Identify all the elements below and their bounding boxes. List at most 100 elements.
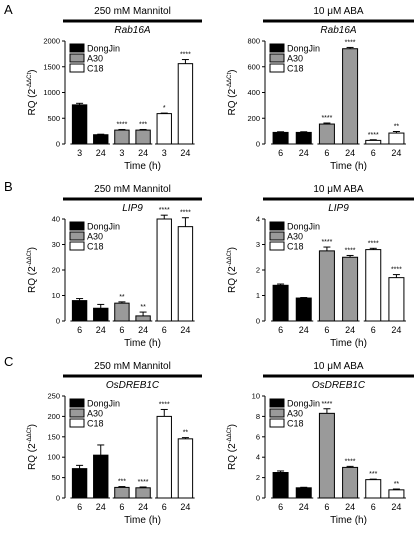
- legend-label-c18: C18: [87, 64, 104, 74]
- x-tick-label: 24: [138, 502, 148, 512]
- legend-swatch-c18: [269, 63, 285, 73]
- y-tick-label: 1: [256, 291, 260, 300]
- significance-label: **: [119, 294, 125, 301]
- gene-name: Rab16A: [320, 25, 356, 36]
- y-tick-label: 800: [247, 37, 260, 46]
- x-tick-label: 6: [278, 502, 283, 512]
- gene-name: OsDREB1C: [106, 380, 160, 391]
- bar-a30-24h: [135, 487, 151, 499]
- legend-swatch-c18: [269, 241, 285, 251]
- bar-dongjin-3h: [71, 104, 88, 145]
- panel-letter-a: A: [4, 2, 13, 17]
- bar-c18-24h: [388, 132, 405, 145]
- bar-dongjin-24h: [93, 134, 109, 145]
- legend-label-a30: A30: [287, 54, 303, 64]
- legend-label-c18: C18: [287, 419, 304, 429]
- significance-label: **: [183, 430, 189, 437]
- chart-b-aba: 10 μM ABA LIP9 0 1 2 3 4 RQ (2-ΔΔCt) 6 24 **** 6 ***…: [227, 184, 414, 349]
- bar-a30-24h: [342, 256, 359, 322]
- legend-swatch-c18: [69, 63, 85, 73]
- legend-label-c18: C18: [287, 64, 304, 74]
- bar-c18-6h: [365, 249, 382, 322]
- x-tick-label: 6: [119, 502, 124, 512]
- x-tick-label: 24: [96, 502, 106, 512]
- y-axis-title-close: ): [227, 424, 238, 427]
- x-tick-label: 24: [299, 148, 309, 158]
- significance-label: ****: [345, 458, 356, 465]
- y-tick-label: 40: [52, 215, 60, 224]
- x-tick-label: 6: [119, 325, 124, 335]
- y-tick-label: 0: [56, 317, 60, 326]
- x-tick-label: 6: [324, 325, 329, 335]
- y-axis-title-base: RQ (2: [227, 443, 238, 470]
- y-axis-title-superscript: -ΔΔCt: [227, 72, 233, 88]
- gene-name: LIP9: [122, 203, 143, 214]
- legend-label-dongjin: DongJin: [87, 222, 120, 232]
- y-tick-label: 0: [56, 140, 60, 149]
- x-axis-title: Time (h): [330, 515, 367, 526]
- y-axis-title-superscript: -ΔΔCt: [227, 427, 233, 443]
- y-tick-label: 2: [256, 266, 260, 275]
- x-tick-label: 24: [96, 148, 106, 158]
- chart-a-aba: 10 μM ABA Rab16A 0 200 400 600 800 RQ (2-ΔΔCt) 6…: [227, 6, 414, 172]
- y-tick-label: 50: [52, 473, 60, 482]
- legend-swatch-dongjin: [69, 221, 85, 231]
- bar-a30-6h: [114, 486, 130, 499]
- chart-b-mannitol: 250 mM Mannitol LIP9 0 10 20 30 40 RQ (2-ΔΔCt) 6…: [27, 184, 202, 349]
- y-axis-title: RQ (2-ΔΔCt): [27, 247, 38, 293]
- x-tick-label: 6: [371, 502, 376, 512]
- x-tick-label: 3: [77, 148, 82, 158]
- bar-dongjin-24h: [93, 307, 109, 322]
- x-tick-label: 3: [119, 148, 124, 158]
- legend-label-a30: A30: [87, 409, 103, 419]
- y-axis-title-close: ): [227, 69, 238, 72]
- y-tick-label: 200: [47, 412, 60, 421]
- legend-swatch-a30: [269, 231, 285, 241]
- x-tick-label: 6: [77, 502, 82, 512]
- x-tick-label: 24: [391, 502, 401, 512]
- x-tick-label: 24: [345, 502, 355, 512]
- y-axis-title-close: ): [27, 424, 38, 427]
- bar-a30-6h: [318, 412, 335, 499]
- y-axis-title-superscript: -ΔΔCt: [27, 250, 33, 266]
- y-axis-title: RQ (2-ΔΔCt): [227, 69, 238, 115]
- significance-label: ****: [368, 132, 379, 139]
- y-tick-label: 150: [47, 432, 60, 441]
- panel-letter-b: B: [4, 179, 13, 194]
- bar-a30-3h: [114, 129, 130, 145]
- bar-c18-24h: [177, 226, 194, 322]
- bar-c18-6h: [365, 139, 382, 145]
- y-axis-title-close: ): [27, 247, 38, 250]
- condition-title: 10 μM ABA: [313, 6, 364, 17]
- x-tick-label: 6: [371, 325, 376, 335]
- legend-swatch-c18: [69, 241, 85, 251]
- y-axis-title-superscript: -ΔΔCt: [227, 250, 233, 266]
- significance-label: **: [140, 304, 146, 311]
- bar-a30-24h: [135, 315, 151, 322]
- significance-label: **: [394, 481, 400, 488]
- bar-a30-6h: [318, 123, 335, 145]
- y-axis-title: RQ (2-ΔΔCt): [27, 424, 38, 470]
- bar-a30-24h: [342, 466, 359, 499]
- condition-title: 10 μM ABA: [313, 184, 364, 195]
- bar-dongjin-24h: [93, 454, 109, 499]
- significance-label: ****: [321, 239, 332, 246]
- y-tick-label: 600: [247, 62, 260, 71]
- x-tick-label: 6: [278, 325, 283, 335]
- x-tick-label: 24: [299, 325, 309, 335]
- significance-label: ***: [369, 471, 377, 478]
- gene-name: OsDREB1C: [312, 380, 366, 391]
- y-axis-title-superscript: -ΔΔCt: [27, 72, 33, 88]
- significance-label: ****: [116, 121, 127, 128]
- x-tick-label: 24: [391, 148, 401, 158]
- significance-label: ****: [321, 401, 332, 408]
- y-tick-label: 8: [256, 412, 260, 421]
- significance-label: ****: [345, 39, 356, 46]
- legend-label-dongjin: DongJin: [287, 399, 320, 409]
- y-axis-title: RQ (2-ΔΔCt): [27, 69, 38, 115]
- legend-label-dongjin: DongJin: [87, 399, 120, 409]
- significance-label: ****: [345, 247, 356, 254]
- significance-label: ****: [180, 210, 191, 217]
- y-tick-label: 100: [47, 453, 60, 462]
- significance-label: **: [394, 124, 400, 131]
